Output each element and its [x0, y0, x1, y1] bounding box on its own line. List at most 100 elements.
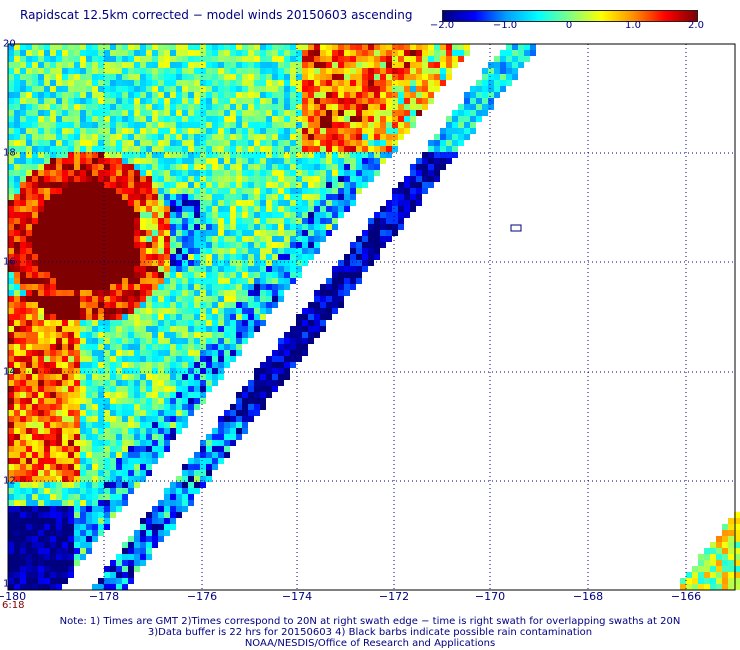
wind-cell — [158, 44, 164, 50]
wind-cell — [104, 44, 110, 50]
wind-cell — [50, 368, 56, 374]
wind-cell — [134, 554, 140, 560]
wind-cell — [218, 452, 224, 458]
wind-cell — [110, 158, 116, 164]
wind-cell — [212, 434, 218, 440]
wind-cell — [710, 578, 716, 584]
wind-cell — [242, 290, 248, 296]
wind-cell — [128, 188, 134, 194]
wind-cell — [506, 80, 512, 86]
wind-cell — [68, 200, 74, 206]
wind-cell — [212, 80, 218, 86]
wind-cell — [32, 86, 38, 92]
wind-cell — [200, 254, 206, 260]
wind-cell — [134, 320, 140, 326]
wind-cell — [164, 86, 170, 92]
wind-cell — [356, 74, 362, 80]
wind-cell — [734, 572, 740, 578]
wind-cell — [110, 200, 116, 206]
wind-cell — [116, 56, 122, 62]
wind-cell — [38, 494, 44, 500]
wind-cell — [50, 140, 56, 146]
wind-cell — [8, 176, 14, 182]
wind-cell — [386, 44, 392, 50]
wind-cell — [140, 350, 146, 356]
wind-cell — [278, 50, 284, 56]
wind-cell — [116, 326, 122, 332]
wind-cell — [686, 578, 692, 584]
wind-cell — [206, 122, 212, 128]
wind-cell — [104, 362, 110, 368]
wind-cell — [26, 194, 32, 200]
wind-cell — [32, 452, 38, 458]
wind-cell — [32, 548, 38, 554]
wind-cell — [206, 194, 212, 200]
wind-cell — [728, 530, 734, 536]
wind-cell — [44, 458, 50, 464]
wind-cell — [374, 146, 380, 152]
wind-cell — [200, 62, 206, 68]
wind-cell — [188, 362, 194, 368]
wind-cell — [236, 206, 242, 212]
wind-cell — [212, 320, 218, 326]
wind-cell — [56, 374, 62, 380]
wind-cell — [224, 248, 230, 254]
wind-cell — [104, 254, 110, 260]
wind-cell — [410, 50, 416, 56]
wind-cell — [380, 122, 386, 128]
wind-cell — [710, 572, 716, 578]
wind-cell — [116, 44, 122, 50]
wind-cell — [404, 194, 410, 200]
wind-cell — [14, 518, 20, 524]
wind-cell — [38, 380, 44, 386]
wind-cell — [194, 98, 200, 104]
wind-cell — [92, 314, 98, 320]
wind-cell — [326, 188, 332, 194]
wind-cell — [68, 80, 74, 86]
wind-cell — [332, 218, 338, 224]
wind-cell — [122, 104, 128, 110]
wind-cell — [302, 350, 308, 356]
wind-cell — [446, 128, 452, 134]
wind-cell — [248, 98, 254, 104]
wind-cell — [68, 392, 74, 398]
wind-cell — [326, 98, 332, 104]
wind-cell — [236, 272, 242, 278]
wind-cell — [140, 248, 146, 254]
wind-cells-layer — [8, 44, 740, 590]
note-line-3: NOAA/NESDIS/Office of Research and Appli… — [244, 638, 496, 649]
wind-cell — [206, 440, 212, 446]
wind-cell — [32, 140, 38, 146]
wind-cell — [362, 110, 368, 116]
wind-cell — [74, 344, 80, 350]
wind-cell — [92, 248, 98, 254]
wind-cell — [98, 350, 104, 356]
wind-cell — [110, 194, 116, 200]
wind-cell — [68, 134, 74, 140]
wind-cell — [260, 176, 266, 182]
wind-cell — [122, 290, 128, 296]
wind-cell — [20, 530, 26, 536]
wind-cell — [104, 74, 110, 80]
wind-cell — [62, 398, 68, 404]
wind-cell — [428, 68, 434, 74]
wind-cell — [314, 194, 320, 200]
wind-cell — [140, 188, 146, 194]
wind-cell — [236, 116, 242, 122]
wind-cell — [170, 290, 176, 296]
wind-cell — [236, 152, 242, 158]
wind-cell — [104, 386, 110, 392]
wind-cell — [224, 62, 230, 68]
wind-cell — [320, 200, 326, 206]
wind-cell — [494, 86, 500, 92]
wind-cell — [44, 512, 50, 518]
wind-cell — [242, 254, 248, 260]
wind-cell — [398, 116, 404, 122]
wind-cell — [140, 212, 146, 218]
wind-cell — [104, 356, 110, 362]
wind-cell — [164, 308, 170, 314]
wind-cell — [176, 182, 182, 188]
wind-cell — [8, 230, 14, 236]
wind-cell — [182, 104, 188, 110]
wind-cell — [236, 434, 242, 440]
